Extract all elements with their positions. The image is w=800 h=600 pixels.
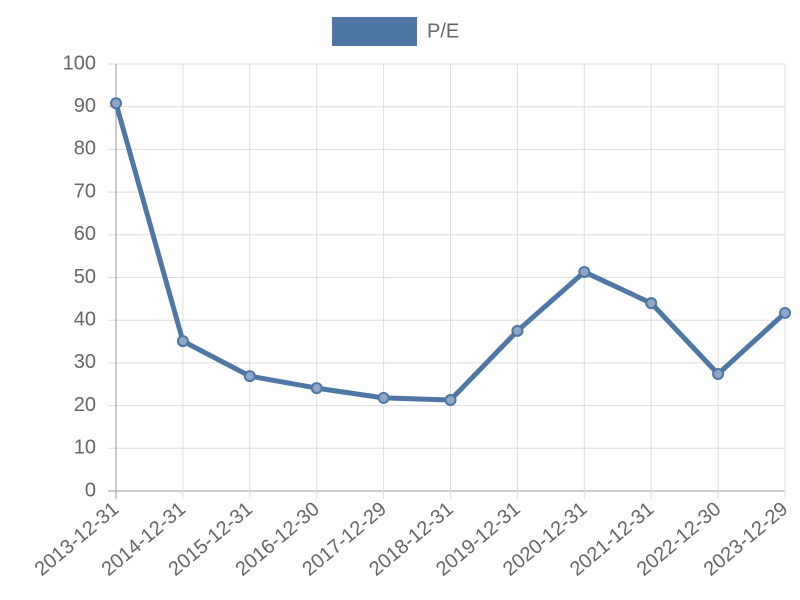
y-tick-label: 80 bbox=[74, 138, 96, 160]
legend-swatch bbox=[332, 17, 417, 46]
point bbox=[310, 382, 323, 395]
point bbox=[444, 394, 457, 407]
legend-label: P/E bbox=[427, 20, 459, 42]
point bbox=[645, 297, 658, 310]
y-tick-label: 90 bbox=[74, 95, 96, 117]
y-tick-label: 40 bbox=[74, 308, 96, 330]
y-tick-label: 20 bbox=[74, 394, 96, 416]
y-tick-label: 70 bbox=[74, 180, 96, 202]
point bbox=[712, 368, 725, 381]
y-tick-label: 50 bbox=[74, 266, 96, 288]
point bbox=[110, 97, 122, 110]
y-tick-label: 60 bbox=[74, 223, 96, 245]
point bbox=[176, 335, 189, 348]
y-tick-label: 0 bbox=[85, 479, 96, 501]
point bbox=[578, 265, 591, 278]
y-tick-label: 10 bbox=[74, 437, 96, 459]
point bbox=[511, 324, 524, 337]
point bbox=[243, 370, 256, 383]
y-tick-label: 100 bbox=[63, 52, 96, 74]
point bbox=[377, 391, 390, 404]
point bbox=[779, 306, 791, 319]
y-tick-label: 30 bbox=[74, 351, 96, 373]
